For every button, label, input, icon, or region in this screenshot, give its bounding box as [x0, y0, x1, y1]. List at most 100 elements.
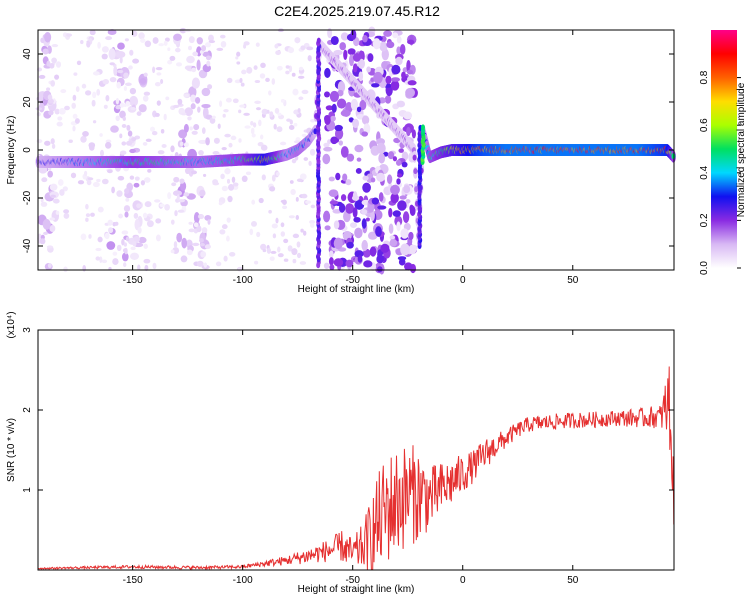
- heatmap-cell: [277, 246, 281, 253]
- heatmap-cell: [139, 78, 147, 84]
- heatmap-cell: [260, 62, 266, 69]
- heatmap-cell: [303, 157, 309, 161]
- heatmap-cell: [371, 83, 380, 88]
- heatmap-cell: [221, 224, 228, 230]
- heatmap-cell: [138, 32, 145, 40]
- heatmap-cell: [201, 103, 211, 109]
- heatmap-cell: [176, 232, 183, 243]
- heatmap-cell: [121, 230, 129, 235]
- heatmap-cell: [350, 98, 359, 111]
- heatmap-cell: [386, 174, 393, 184]
- heatmap-cell: [231, 176, 236, 183]
- heatmap-cell: [196, 59, 201, 71]
- heatmap-cell: [119, 102, 125, 108]
- heatmap-cell: [49, 183, 58, 191]
- heatmap-cell: [338, 140, 344, 146]
- heatmap-cell: [381, 48, 389, 61]
- heatmap-cell: [227, 195, 233, 203]
- heatmap-cell: [173, 176, 180, 183]
- heatmap-cell: [391, 64, 401, 75]
- heatmap-cell: [324, 91, 330, 98]
- heatmap-cell: [129, 95, 139, 107]
- heatmap-cell: [329, 200, 339, 205]
- heatmap-cell: [238, 138, 242, 143]
- heatmap-cell: [57, 179, 64, 186]
- heatmap-cell: [68, 139, 73, 144]
- heatmap-cell: [291, 158, 297, 164]
- heatmap-cell: [300, 228, 304, 233]
- heatmap-cell: [172, 190, 183, 197]
- heatmap-cell: [92, 71, 100, 76]
- heatmap-cell: [171, 182, 177, 187]
- heatmap-cell: [291, 248, 298, 256]
- heatmap-cell: [101, 259, 108, 264]
- heatmap-cell: [184, 65, 192, 70]
- heatmap-cell: [212, 151, 220, 155]
- heatmap-cell: [226, 217, 231, 223]
- heatmap-cell: [340, 194, 347, 202]
- heatmap-cell: [140, 180, 146, 186]
- heatmap-cell: [200, 251, 207, 258]
- heatmap-cell: [362, 34, 368, 43]
- heatmap-cell: [49, 224, 56, 233]
- heatmap-cell: [117, 69, 124, 74]
- heatmap-cell: [276, 65, 283, 71]
- heatmap-cell: [367, 231, 378, 240]
- heatmap-cell: [161, 144, 167, 148]
- heatmap-cell: [152, 262, 157, 270]
- heatmap-cell: [361, 115, 370, 125]
- heatmap-cell: [101, 46, 109, 53]
- heatmap-cell: [115, 115, 120, 122]
- heatmap-cell: [144, 177, 151, 183]
- heatmap-cell: [101, 178, 109, 185]
- snr-x-ticks: -150 -100 -50 0 50: [123, 330, 579, 586]
- heatmap-cell: [97, 206, 104, 213]
- heatmap-cell: [322, 153, 331, 165]
- heatmap-cell: [142, 95, 149, 102]
- heatmap-cell: [325, 105, 334, 111]
- x-tick-label: -150: [123, 575, 143, 586]
- heatmap-cell: [203, 262, 208, 268]
- heatmap-cell: [163, 113, 167, 121]
- colorbar-ticks: 0.0 0.2 0.4 0.6 0.8: [699, 70, 741, 275]
- heatmap-cell: [232, 182, 239, 187]
- heatmap-cell: [72, 94, 77, 101]
- heatmap-cell: [328, 250, 334, 258]
- heatmap-cell: [51, 57, 57, 64]
- heatmap-cell: [46, 87, 51, 91]
- heatmap-cell: [101, 53, 108, 60]
- spectrogram-y-ticks: -40 -20 0 20 40: [22, 48, 674, 253]
- colorbar-tick-label: 0.6: [699, 118, 710, 132]
- snr-y-label: SNR (10 * v/v): [6, 418, 17, 482]
- heatmap-cell: [194, 97, 201, 104]
- heatmap-cell: [299, 261, 307, 265]
- heatmap-cell: [289, 180, 294, 184]
- heatmap-cell: [392, 210, 401, 217]
- heatmap-cell: [130, 246, 136, 251]
- heatmap-cell: [381, 60, 389, 70]
- heatmap-cell: [220, 40, 227, 48]
- heatmap-cell: [397, 200, 407, 211]
- heatmap-cell: [187, 45, 193, 51]
- heatmap-cell: [295, 197, 299, 202]
- heatmap-cell: [42, 218, 51, 230]
- heatmap-cell: [403, 185, 411, 194]
- heatmap-cell: [192, 51, 199, 57]
- heatmap-cell: [290, 188, 296, 196]
- heatmap-cell: [47, 94, 53, 101]
- heatmap-cell: [407, 39, 415, 45]
- heatmap-cell: [208, 40, 216, 44]
- heatmap-cell: [282, 205, 288, 210]
- heatmap-cell: [92, 91, 97, 99]
- heatmap-cell: [179, 141, 184, 147]
- heatmap-cell: [97, 41, 101, 49]
- heatmap-cell: [142, 141, 148, 146]
- heatmap-cell: [396, 178, 401, 185]
- heatmap-cell: [151, 130, 158, 136]
- heatmap-cell: [280, 222, 285, 228]
- heatmap-cell: [143, 91, 151, 96]
- heatmap-cell: [292, 233, 300, 239]
- heatmap-cell: [96, 178, 101, 183]
- heatmap-cell: [129, 148, 136, 154]
- heatmap-cell: [223, 255, 228, 262]
